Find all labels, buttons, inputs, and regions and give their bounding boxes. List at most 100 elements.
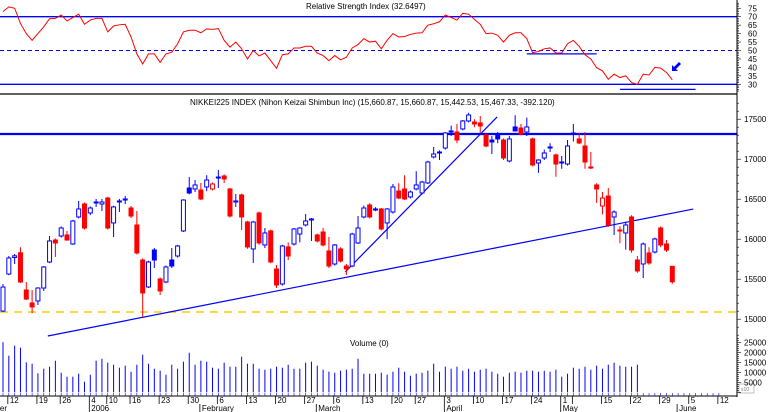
candle-body: [64, 234, 70, 241]
x-axis-day-label: 22: [633, 396, 642, 405]
candle: [279, 244, 285, 286]
candle-body: [163, 266, 169, 283]
candle: [460, 120, 466, 131]
x-axis-day-label: 6: [219, 396, 224, 405]
candle-body: [565, 145, 571, 165]
candle-body: [402, 188, 408, 200]
x-axis-day-label: 17: [505, 396, 514, 405]
candle-body: [483, 134, 489, 147]
candle: [146, 260, 151, 288]
x-axis-day-label: 4: [91, 396, 96, 405]
candle: [297, 227, 303, 243]
candle: [274, 264, 280, 288]
candle: [128, 206, 134, 218]
x-axis-day-label: 30: [190, 396, 199, 405]
x-axis-month-label: March: [318, 404, 340, 412]
candle: [407, 190, 413, 199]
candle: [47, 236, 53, 264]
candle-body: [204, 179, 210, 188]
candle: [210, 182, 216, 191]
candle: [332, 244, 338, 266]
candle-body: [122, 198, 128, 201]
volume-title: Volume (0): [350, 339, 389, 348]
candle: [501, 138, 507, 160]
candle: [198, 182, 204, 200]
candle-body: [407, 191, 413, 198]
candle-body: [372, 208, 378, 211]
candle-body: [146, 261, 151, 288]
x-axis-day-label: 1: [563, 396, 568, 405]
price-panel: NIKKEI225 INDEX (Nihon Keizai Shimbun In…: [0, 98, 767, 337]
rsi-series-line: [2, 6, 673, 85]
candle-body: [640, 243, 646, 265]
x-axis-day-label: 5: [691, 396, 696, 405]
candle: [355, 216, 361, 244]
candle: [512, 115, 518, 132]
candle: [35, 287, 41, 305]
candle: [285, 242, 291, 260]
x-axis-day-label: 12: [720, 396, 729, 405]
candle-body: [518, 127, 524, 135]
rsi-axis-label: 30: [748, 80, 757, 89]
candle: [140, 258, 146, 317]
candle: [658, 226, 664, 248]
rsi-axis-label: 35: [748, 72, 757, 81]
volume-axis-label: 20000: [744, 348, 767, 357]
trend-line: [344, 116, 498, 273]
candle-body: [617, 229, 623, 232]
candle: [646, 247, 652, 265]
candle: [425, 160, 431, 184]
candle-body: [180, 199, 186, 232]
candle-body: [547, 146, 553, 149]
candle-body: [442, 132, 448, 149]
candle-body: [291, 228, 297, 245]
candle: [489, 136, 495, 154]
x-axis-day-label: 29: [662, 396, 671, 405]
x-axis-day-label: 13: [248, 396, 257, 405]
candle-body: [460, 120, 466, 130]
candle: [483, 133, 489, 148]
candle: [52, 238, 58, 257]
candle: [215, 170, 221, 188]
candle: [372, 207, 378, 212]
candle: [623, 221, 629, 250]
candle: [553, 153, 559, 177]
candle: [157, 277, 163, 295]
candle-body: [35, 287, 41, 302]
rsi-axis-label: 40: [748, 63, 757, 72]
x-axis-day-label: 10: [475, 396, 484, 405]
candle-body: [390, 186, 396, 213]
candle: [343, 264, 349, 275]
candle: [64, 230, 70, 241]
x-axis-day-label: 16: [132, 396, 141, 405]
candle-body: [192, 184, 198, 190]
candle-body: [221, 175, 227, 180]
candle: [669, 265, 675, 284]
candle: [547, 143, 553, 152]
candle-body: [419, 181, 425, 194]
candle-body: [268, 230, 274, 263]
arrow-down-left-icon: [672, 62, 681, 71]
volume-axis-label: 15000: [744, 358, 767, 367]
candle-body: [314, 234, 320, 242]
candle: [454, 124, 460, 144]
candle-body: [23, 289, 29, 300]
candle: [599, 192, 605, 215]
candle-body: [186, 187, 192, 194]
volume-axis-label: 5000: [744, 378, 762, 387]
candle-body: [175, 245, 181, 257]
candle: [565, 140, 571, 166]
candle: [634, 256, 640, 273]
candle: [535, 159, 541, 173]
candle-body: [669, 265, 675, 283]
candle-body: [58, 227, 64, 237]
candle: [582, 132, 588, 169]
candle: [180, 199, 186, 232]
candle: [442, 132, 448, 150]
candle-body: [29, 302, 35, 308]
candle-body: [576, 138, 582, 144]
candle: [652, 237, 658, 254]
rsi-axis-label: 60: [748, 30, 757, 39]
candle-body: [530, 138, 536, 166]
candle-body: [134, 224, 140, 254]
